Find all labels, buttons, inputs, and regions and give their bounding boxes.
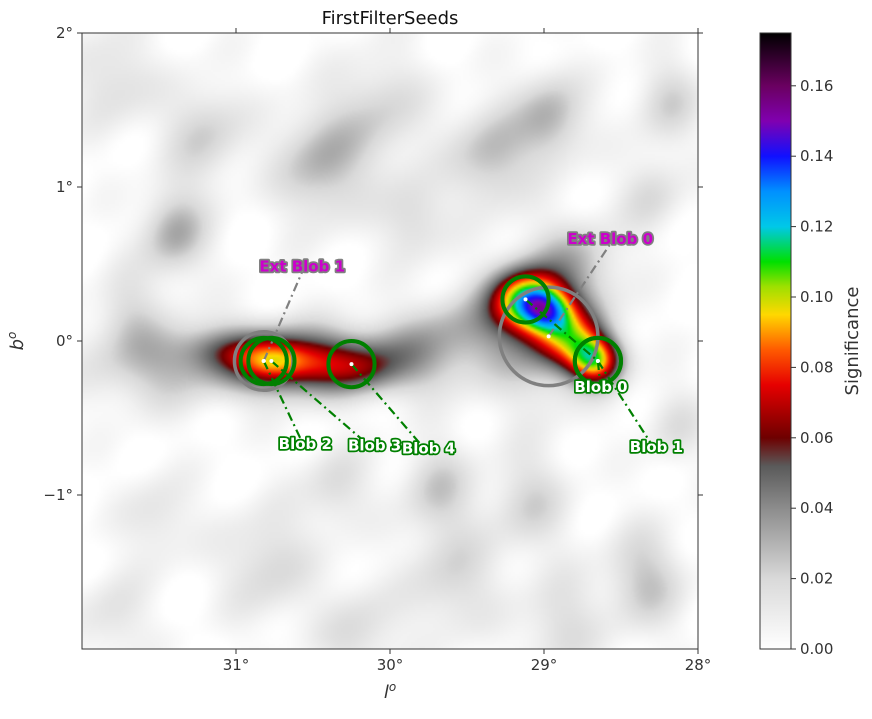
ext-seed-center-marker (546, 334, 551, 339)
colorbar-tick-label: 0.02 (800, 570, 833, 588)
colorbar-label: Significance (842, 287, 863, 396)
x-tick-label: 30° (377, 656, 404, 674)
heatmap-image (82, 33, 698, 649)
y-tick-label: 2° (56, 24, 73, 42)
y-axis: 2° 1° 0° −1° (43, 24, 703, 504)
colorbar-tick-label: 0.10 (800, 288, 833, 306)
colorbar-tick-label: 0.16 (800, 77, 833, 95)
seed-label: Blob 1 (630, 438, 683, 456)
seed-circle (572, 335, 624, 387)
seed-circle (246, 335, 297, 387)
y-axis-label: bo (5, 332, 28, 351)
colorbar-tick-label: 0.12 (800, 218, 833, 236)
x-tick-label: 31° (223, 656, 250, 674)
seed-connector (596, 360, 603, 392)
x-axis-label: lo (384, 680, 396, 703)
colorbar-tick-label: 0.08 (800, 358, 833, 376)
seed-overlays (232, 243, 658, 455)
seed-label: Blob 3 (348, 436, 401, 454)
colorbar (760, 33, 791, 649)
seed-circle (326, 339, 377, 390)
seed-center-marker (269, 359, 274, 364)
colorbar-frame (759, 32, 792, 650)
colorbar-tick-label: 0.14 (800, 147, 833, 165)
seed-connector (524, 298, 599, 362)
y-tick-label: 0° (56, 332, 73, 350)
y-tick-label: 1° (56, 178, 73, 196)
seed-circle (500, 274, 551, 325)
seed-center-marker (349, 362, 354, 367)
ext-seed-label: Ext Blob 1 (259, 258, 345, 276)
seed-label: Blob 2 (279, 435, 332, 453)
ext-seed-connector (262, 271, 304, 362)
x-axis: 31° 30° 29° 28° (223, 28, 712, 674)
y-tick-label: −1° (43, 486, 73, 504)
x-tick-label: 29° (531, 656, 558, 674)
x-tick-label: 28° (685, 656, 712, 674)
seed-label: Blob 0 (574, 378, 627, 396)
ext-seed-label: Ext Blob 0 (567, 230, 653, 248)
colorbar-tick-label: 0.06 (800, 429, 833, 447)
seed-center-marker (523, 297, 528, 302)
seed-center-marker (261, 359, 266, 364)
seed-connector (596, 360, 658, 453)
seed-connector (262, 360, 307, 450)
seed-connector (270, 360, 376, 452)
colorbar-tick-label: 0.04 (800, 499, 833, 517)
chart-title: FirstFilterSeeds (322, 8, 459, 29)
seed-connector (350, 363, 430, 455)
seed-label: Blob 4 (402, 439, 455, 457)
colorbar-axis: 0.00 0.02 0.04 0.06 0.08 0.10 0.12 0.14 0.16 (791, 77, 833, 658)
colorbar-tick-label: 0.00 (800, 640, 833, 658)
